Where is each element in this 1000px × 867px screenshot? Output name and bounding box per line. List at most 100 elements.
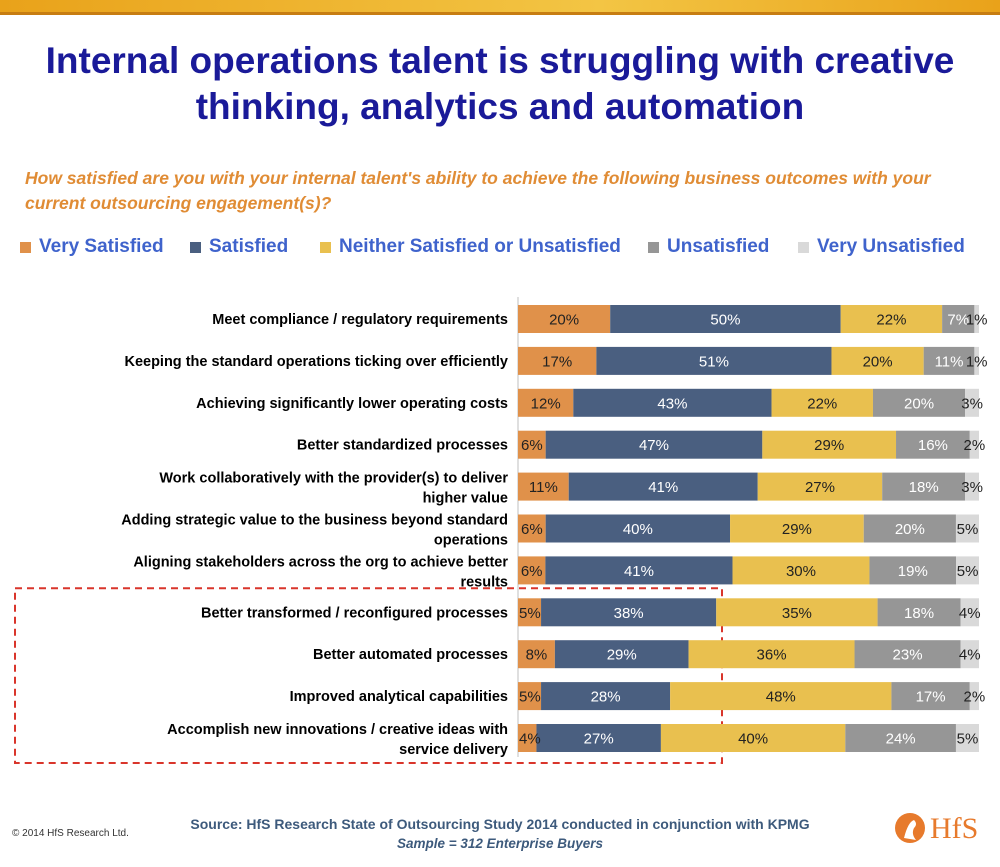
legend-swatch	[320, 241, 331, 253]
bar-segment	[840, 305, 943, 333]
data-label: 20%	[549, 312, 579, 329]
data-label: 8%	[526, 647, 548, 664]
top-accent-stripe	[0, 0, 1000, 12]
bar-segment	[541, 682, 671, 711]
bar-segment	[974, 305, 979, 333]
top-accent-line	[0, 12, 1000, 15]
data-label: 40%	[738, 731, 768, 748]
category-label: Improved analytical capabilities	[290, 689, 508, 705]
bar-segment	[688, 640, 855, 669]
bar-segment	[854, 640, 961, 669]
bar-segment	[518, 598, 542, 627]
data-label: 5%	[957, 731, 979, 748]
bar-segment	[730, 514, 864, 543]
bar-segment	[518, 305, 611, 333]
bar-segment	[869, 556, 957, 585]
svg-text:HfS: HfS	[930, 812, 978, 845]
bar-segment	[518, 640, 555, 669]
highlight-box	[14, 587, 723, 764]
bar-segment	[554, 640, 689, 669]
data-label: 29%	[782, 521, 812, 538]
bar-segment	[896, 430, 970, 459]
data-label: 5%	[519, 689, 541, 706]
data-label: 4%	[519, 731, 541, 748]
legend-label: Neither Satisfied or Unsatisfied	[339, 236, 621, 257]
legend-item: Very Satisfied	[20, 236, 164, 258]
data-label: 7%	[947, 312, 969, 329]
data-label: 27%	[805, 479, 835, 496]
bar-segment	[596, 346, 832, 375]
category-label: Meet compliance / regulatory requirement…	[212, 312, 508, 328]
bar-segment	[956, 556, 979, 585]
data-label: 22%	[807, 395, 837, 412]
legend-item: Satisfied	[190, 236, 288, 258]
data-label: 5%	[957, 521, 979, 538]
bar-segment	[670, 682, 892, 711]
data-label: 1%	[966, 353, 988, 370]
bar-segment	[955, 514, 979, 543]
bar-segment	[568, 472, 758, 501]
data-label: 27%	[584, 731, 614, 748]
legend-item: Unsatisfied	[648, 236, 769, 258]
data-label: 28%	[591, 689, 621, 706]
bar-segment	[831, 346, 924, 375]
bar-segment	[872, 388, 966, 417]
data-label: 40%	[623, 521, 653, 538]
legend-swatch	[648, 241, 659, 253]
bar-segment	[536, 724, 661, 752]
legend-item: Very Unsatisfied	[798, 236, 965, 258]
legend-item: Neither Satisfied or Unsatisfied	[320, 236, 621, 258]
legend-label: Satisfied	[209, 236, 289, 257]
bar-segment	[771, 388, 873, 417]
bar-segment	[762, 430, 897, 459]
bar-segment	[960, 640, 979, 669]
data-label: 16%	[918, 437, 948, 454]
bar-segment	[845, 724, 956, 752]
data-label: 12%	[531, 395, 561, 412]
data-label: 23%	[893, 647, 923, 664]
data-label: 19%	[898, 563, 928, 580]
category-label: Achieving significantly lower operating …	[196, 396, 508, 412]
data-label: 6%	[521, 437, 543, 454]
bar-segment	[716, 598, 878, 627]
data-label: 20%	[895, 521, 925, 538]
bar-segment	[882, 472, 966, 501]
bar-segment	[541, 598, 717, 627]
bar-segment	[545, 556, 733, 585]
data-label: 36%	[757, 647, 787, 664]
copyright-text: © 2014 HfS Research Ltd.	[12, 828, 129, 839]
legend-label: Very Satisfied	[39, 236, 164, 257]
bar-segment	[960, 598, 979, 627]
data-label: 17%	[916, 689, 946, 706]
data-label: 29%	[814, 437, 844, 454]
data-label: 3%	[961, 479, 983, 496]
category-label: Work collaboratively with the provider(s…	[159, 471, 508, 507]
data-label: 11%	[529, 479, 558, 496]
bar-segment	[942, 305, 975, 333]
data-label: 47%	[639, 437, 669, 454]
bar-segment	[974, 346, 979, 375]
data-label: 20%	[904, 395, 934, 412]
bar-segment	[518, 472, 569, 501]
data-label: 41%	[624, 563, 654, 580]
data-label: 30%	[786, 563, 816, 580]
data-label: 35%	[782, 605, 812, 622]
data-label: 2%	[964, 437, 986, 454]
data-label: 3%	[961, 395, 983, 412]
bar-segment	[660, 724, 846, 752]
category-label: Better automated processes	[313, 647, 508, 663]
category-label: Aligning stakeholders across the org to …	[133, 554, 508, 590]
data-label: 18%	[904, 605, 934, 622]
bar-segment	[518, 724, 537, 752]
data-label: 22%	[876, 312, 906, 329]
hfs-logo: HfS	[895, 812, 978, 845]
data-label: 43%	[657, 395, 687, 412]
bar-segment	[923, 346, 975, 375]
data-label: 6%	[521, 521, 543, 538]
bar-segment	[965, 472, 979, 501]
data-label: 29%	[607, 647, 637, 664]
legend-swatch	[20, 241, 31, 253]
data-label: 4%	[959, 647, 981, 664]
bar-segment	[863, 514, 956, 543]
bar-segment	[955, 724, 979, 752]
